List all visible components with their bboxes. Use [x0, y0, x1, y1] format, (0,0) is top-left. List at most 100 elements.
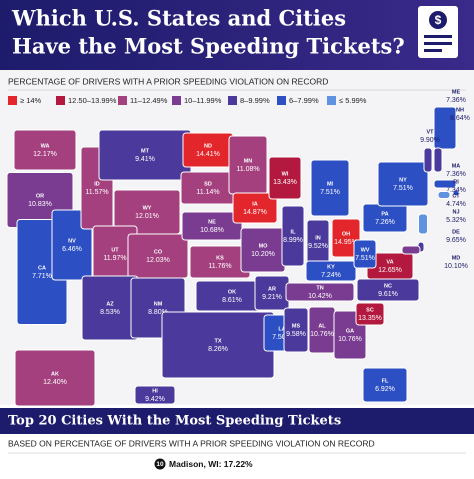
state-value: 14.95%	[334, 239, 358, 246]
state-value: 12.01%	[135, 213, 159, 220]
state-abbr: TN	[316, 285, 323, 291]
city-label: Madison, WI: 17.22%	[169, 459, 253, 469]
state-value: 11.14%	[196, 189, 219, 196]
state	[13, 129, 77, 171]
state	[433, 179, 457, 189]
state-value: 4.74%	[446, 201, 466, 208]
state-value: 8.80%	[148, 309, 168, 316]
state-value: 12.40%	[43, 379, 67, 386]
state	[14, 349, 96, 407]
state-abbr: MA	[452, 163, 461, 169]
map: WA 12.17% OR 10.83% CA 7.71% NV 6.46% ID 11.57% MT…	[6, 89, 470, 407]
state-value: 10.76%	[310, 331, 334, 338]
state-abbr: CA	[38, 265, 46, 271]
state-value: 7.51%	[393, 185, 413, 192]
state	[401, 245, 421, 255]
legend-label: ≤ 5.99%	[339, 96, 367, 105]
state-abbr: KY	[327, 264, 335, 270]
legend-swatch	[327, 96, 336, 105]
state-value: 12.03%	[146, 257, 170, 264]
state	[305, 260, 357, 282]
state	[181, 211, 243, 241]
state-abbr: FL	[382, 378, 389, 384]
state-abbr: MD	[452, 255, 461, 261]
state	[433, 106, 457, 150]
state-abbr: AL	[318, 323, 326, 329]
state-value: 7.36%	[446, 171, 466, 178]
state-abbr: AK	[51, 371, 59, 377]
state-value: 10.68%	[200, 227, 224, 234]
state	[418, 213, 428, 235]
state	[452, 189, 460, 197]
state	[310, 159, 350, 217]
state-abbr: IL	[291, 229, 297, 235]
state-abbr: DE	[452, 229, 460, 235]
state-abbr: PA	[381, 211, 388, 217]
state-abbr: OR	[36, 193, 44, 199]
state-value: 8.64%	[450, 115, 470, 122]
legend-label: 12.50–13.99%	[68, 96, 117, 105]
state	[285, 282, 355, 302]
state-abbr: IA	[252, 201, 258, 207]
state-value: 8.26%	[208, 346, 228, 353]
state-value: 11.08%	[236, 166, 259, 173]
state-value: 7.24%	[321, 272, 341, 279]
legend-label: ≥ 14%	[20, 96, 42, 105]
state-abbr: GA	[346, 328, 354, 334]
state-abbr: AZ	[106, 301, 114, 307]
title: Which U.S. States and Cities	[11, 6, 346, 31]
state-value: 9.42%	[145, 396, 165, 403]
state-abbr: VA	[386, 259, 393, 265]
state-value: 6.46%	[62, 246, 82, 253]
state-value: 14.87%	[243, 209, 267, 216]
rank-badge	[154, 458, 166, 470]
state-value: 8.53%	[100, 309, 120, 316]
state-abbr: ME	[452, 89, 461, 95]
state	[437, 191, 451, 199]
state-value: 13.35%	[358, 315, 382, 322]
legend-label: 8–9.99%	[240, 96, 270, 105]
legend-label: 6–7.99%	[289, 96, 319, 105]
legend-swatch	[56, 96, 65, 105]
state-value: 9.90%	[420, 137, 440, 144]
state-abbr: LA	[278, 326, 285, 332]
state-value: 14.41%	[196, 151, 220, 158]
state-value: 9.52%	[308, 243, 328, 250]
state-value: 8.99%	[283, 237, 303, 244]
state	[355, 302, 385, 326]
legend-swatch	[228, 96, 237, 105]
state	[377, 161, 429, 207]
state-abbr: AR	[268, 286, 276, 292]
state	[268, 156, 302, 200]
state-value: 7.51%	[355, 255, 375, 262]
state-abbr: NJ	[452, 209, 459, 215]
state-abbr: MT	[141, 148, 150, 154]
title: Have the Most Speeding Tickets?	[12, 34, 405, 59]
state-abbr: HI	[152, 388, 158, 394]
state-value: 10.10%	[444, 263, 468, 270]
state	[362, 367, 408, 403]
state	[134, 385, 176, 405]
city-rank: 10	[156, 461, 164, 468]
legend-label: 11–12.49%	[130, 96, 168, 105]
state-value: 8.61%	[222, 297, 242, 304]
state-value: 11.76%	[208, 263, 231, 270]
legend-label: 10–11.99%	[184, 96, 222, 105]
state-abbr: VT	[426, 129, 434, 135]
state-abbr: NC	[384, 283, 392, 289]
state-abbr: MS	[292, 323, 301, 329]
state	[232, 192, 278, 224]
city-list: 10 Madison, WI: 17.22%	[154, 458, 253, 470]
state-value: 6.92%	[375, 386, 395, 393]
state-abbr: KS	[216, 255, 224, 261]
state-abbr: MI	[327, 181, 334, 187]
state-abbr: NH	[456, 107, 464, 113]
header-band	[0, 0, 474, 70]
state-abbr: SD	[204, 181, 212, 187]
state	[353, 239, 377, 269]
state	[423, 147, 433, 173]
cities-title: Top 20 Cities With the Most Speeding Tic…	[8, 414, 341, 429]
state-abbr: MO	[259, 243, 269, 249]
state-value: 7.36%	[446, 97, 466, 104]
state-abbr: NY	[399, 177, 407, 183]
